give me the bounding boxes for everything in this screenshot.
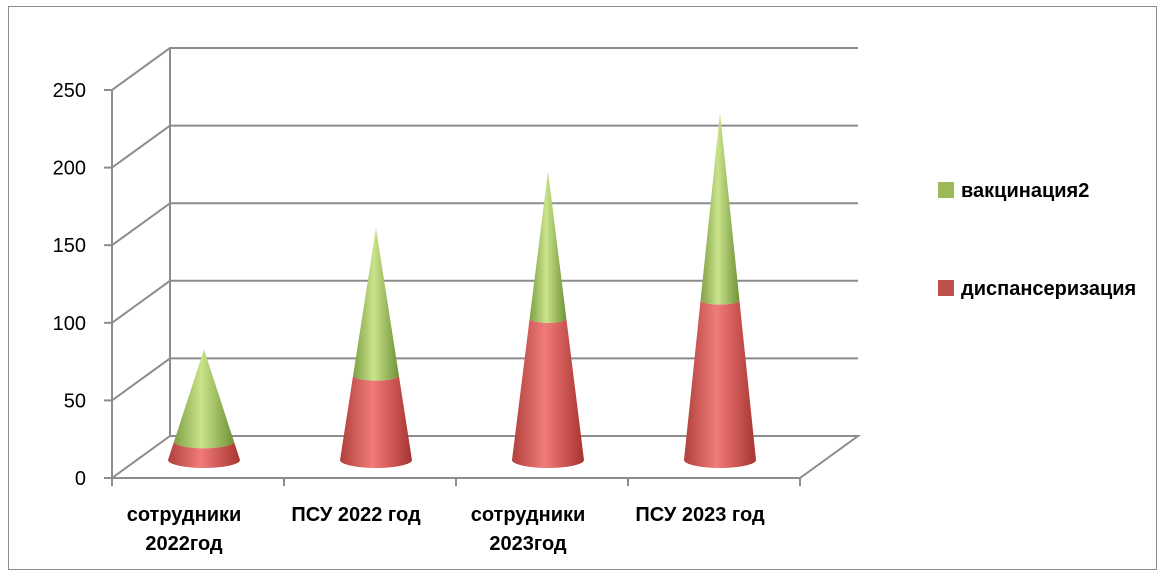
y-tick-label: 0: [75, 468, 86, 490]
cones: [168, 112, 756, 468]
x-category-label: ПСУ 2023 год: [635, 504, 765, 526]
gridline: [111, 202, 858, 247]
y-tick-label: 200: [53, 158, 86, 180]
legend-swatch: [938, 280, 954, 296]
x-category-label: ПСУ 2022 год: [291, 504, 421, 526]
cone-segment-dispanserizatsiya: [168, 441, 240, 468]
x-axis-categories: сотрудники 2022год ПСУ 2022 год сотрудники 2…: [127, 504, 765, 555]
x-category-label: сотрудники: [471, 504, 586, 526]
x-category-label: 2023год: [489, 533, 567, 555]
gridline: [111, 47, 858, 91]
y-axis-ticks: 0 50 100 150 200 250: [53, 80, 86, 490]
legend-label: вакцинация2: [961, 180, 1089, 202]
legend: вакцинация2 диспансеризация: [938, 180, 1136, 300]
axes: [104, 48, 862, 486]
x-category-label: сотрудники: [127, 504, 242, 526]
legend-swatch: [938, 182, 954, 198]
y-tick-label: 50: [64, 390, 86, 412]
cone-segment-vaktsinatsiya: [529, 171, 567, 323]
cone-segment-vaktsinatsiya: [174, 349, 234, 449]
cone-segment-dispanserizatsiya: [340, 375, 412, 468]
legend-label: диспансеризация: [961, 278, 1136, 300]
cone-segment-dispanserizatsiya: [684, 300, 756, 468]
x-category-label: 2022год: [145, 533, 223, 555]
cone-segment-vaktsinatsiya: [353, 228, 399, 381]
gridline: [111, 124, 858, 169]
grid: [111, 47, 858, 402]
cone-segment-dispanserizatsiya: [512, 318, 584, 468]
chart-frame: [8, 6, 1157, 570]
y-tick-label: 250: [53, 80, 86, 102]
gridline: [111, 279, 858, 324]
y-tick-label: 100: [53, 313, 86, 335]
y-tick-label: 150: [53, 235, 86, 257]
floor: [111, 435, 862, 479]
cone-segment-vaktsinatsiya: [700, 112, 740, 305]
